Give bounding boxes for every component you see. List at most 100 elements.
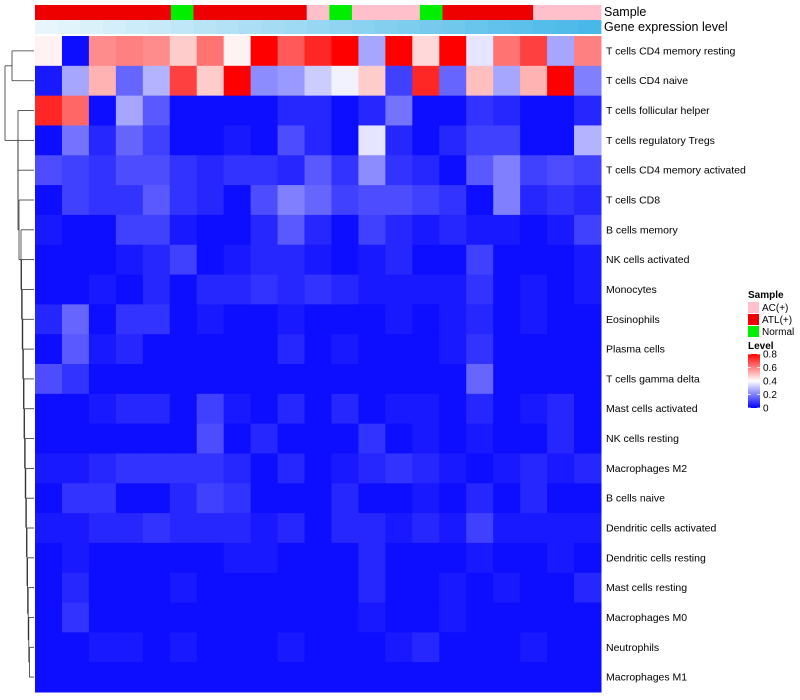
heatmap-cell bbox=[304, 244, 332, 276]
heatmap-cell bbox=[439, 304, 467, 335]
heatmap-cell bbox=[574, 334, 602, 365]
gene-expression-annotation-cell bbox=[306, 20, 330, 34]
heatmap-cell bbox=[304, 125, 332, 156]
heatmap-cell bbox=[493, 274, 521, 305]
heatmap-cell bbox=[142, 423, 171, 454]
heatmap-cell bbox=[574, 214, 602, 246]
heatmap-cell bbox=[223, 185, 252, 216]
sample-annotation-cell bbox=[57, 5, 81, 20]
heatmap-cell bbox=[358, 542, 386, 574]
heatmap-cell bbox=[169, 632, 198, 663]
heatmap-cell bbox=[196, 483, 225, 514]
heatmap-cell bbox=[142, 274, 171, 305]
heatmap-cell bbox=[250, 423, 279, 454]
heatmap-cell bbox=[277, 662, 306, 693]
heatmap-cell bbox=[169, 423, 198, 454]
heatmap-cell bbox=[61, 65, 90, 97]
heatmap-cell bbox=[439, 662, 467, 693]
heatmap-cell bbox=[493, 244, 521, 276]
heatmap-cell bbox=[142, 95, 171, 126]
heatmap-cell bbox=[169, 572, 198, 604]
heatmap-cell bbox=[169, 662, 198, 693]
gene-expression-annotation-cell bbox=[465, 20, 489, 34]
heatmap-cell bbox=[412, 244, 440, 276]
heatmap-cell bbox=[196, 244, 225, 276]
heatmap-cell bbox=[547, 602, 575, 633]
gene-expression-annotation-cell bbox=[102, 20, 126, 34]
heatmap-cell bbox=[466, 393, 494, 425]
heatmap-cell bbox=[493, 125, 521, 156]
heatmap-cell bbox=[115, 334, 144, 365]
heatmap-cell bbox=[385, 155, 413, 186]
heatmap-cell bbox=[196, 155, 225, 186]
heatmap-cell bbox=[277, 572, 306, 604]
heatmap-cell bbox=[574, 483, 602, 514]
heatmap-cell bbox=[385, 364, 413, 395]
heatmap-cell bbox=[196, 602, 225, 633]
heatmap-cell bbox=[493, 65, 521, 97]
heatmap-cell bbox=[142, 185, 171, 216]
gene-expression-annotation-cell bbox=[35, 20, 59, 34]
heatmap-cell bbox=[250, 155, 279, 186]
heatmap-cell bbox=[223, 542, 252, 574]
heatmap-cell bbox=[61, 244, 90, 276]
heatmap-cell bbox=[547, 334, 575, 365]
sample-legend-swatch bbox=[748, 314, 759, 325]
sample-annotation-cell bbox=[465, 5, 489, 20]
gene-expression-annotation-cell bbox=[125, 20, 149, 34]
heatmap-cell bbox=[35, 572, 63, 604]
heatmap-cell bbox=[223, 36, 252, 67]
heatmap-cell bbox=[331, 304, 359, 335]
level-legend-tick-label: 0.6 bbox=[763, 363, 777, 374]
heatmap-cell bbox=[358, 513, 386, 544]
heatmap-cell bbox=[88, 393, 117, 425]
heatmap-cell bbox=[331, 125, 359, 156]
sample-annotation-cell bbox=[374, 5, 398, 20]
level-legend-tick-label: 0.4 bbox=[763, 377, 777, 388]
heatmap-cell bbox=[142, 155, 171, 186]
heatmap-cell bbox=[61, 36, 90, 67]
heatmap-cell bbox=[35, 65, 63, 97]
gene-expression-annotation-bar bbox=[35, 20, 602, 34]
heatmap-cell bbox=[574, 185, 602, 216]
heatmap-cell bbox=[277, 423, 306, 454]
heatmap-cell bbox=[412, 364, 440, 395]
heatmap-cell bbox=[88, 125, 117, 156]
heatmap-cell bbox=[277, 244, 306, 276]
heatmap-cell bbox=[250, 602, 279, 633]
heatmap-cell bbox=[574, 95, 602, 126]
gene-expression-annotation-cell bbox=[510, 20, 534, 34]
heatmap-cell bbox=[358, 244, 386, 276]
heatmap-cell bbox=[169, 125, 198, 156]
heatmap-cell bbox=[412, 602, 440, 633]
heatmap-cell bbox=[331, 572, 359, 604]
row-label: T cells gamma delta bbox=[606, 373, 700, 385]
heatmap-cell bbox=[385, 572, 413, 604]
heatmap-cell bbox=[196, 513, 225, 544]
heatmap-cell bbox=[412, 214, 440, 246]
heatmap-cell bbox=[35, 662, 63, 693]
heatmap-cell bbox=[574, 393, 602, 425]
heatmap-cell bbox=[61, 572, 90, 604]
heatmap-cell bbox=[385, 632, 413, 663]
heatmap-cell bbox=[115, 244, 144, 276]
row-label: B cells naive bbox=[606, 493, 665, 505]
heatmap-cell bbox=[35, 513, 63, 544]
heatmap-cell bbox=[385, 423, 413, 454]
heatmap-cell bbox=[493, 393, 521, 425]
heatmap-cell bbox=[466, 423, 494, 454]
gene-expression-annotation-cell bbox=[419, 20, 443, 34]
heatmap-cell bbox=[331, 364, 359, 395]
heatmap-cell bbox=[547, 244, 575, 276]
heatmap-cell bbox=[547, 542, 575, 574]
row-label: T cells CD8 bbox=[606, 195, 660, 207]
sample-annotation-cell bbox=[238, 5, 262, 20]
heatmap-cell bbox=[412, 185, 440, 216]
heatmap-cell bbox=[493, 214, 521, 246]
heatmap-cell bbox=[493, 95, 521, 126]
heatmap-cell bbox=[574, 572, 602, 604]
heatmap-cell bbox=[520, 304, 548, 335]
heatmap-cell bbox=[574, 662, 602, 693]
heatmap-cell bbox=[331, 483, 359, 514]
